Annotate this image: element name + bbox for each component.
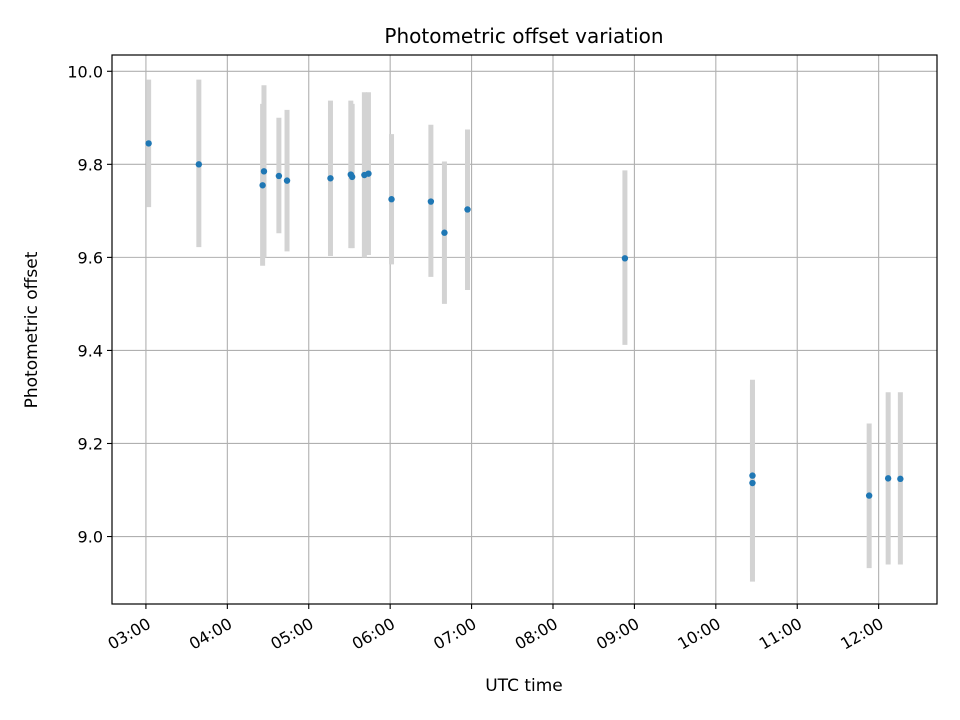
y-tick-label: 10.0 xyxy=(67,62,103,81)
data-point xyxy=(283,177,291,184)
y-tick-label: 9.2 xyxy=(78,434,103,453)
data-point xyxy=(327,175,334,182)
data-point xyxy=(865,492,873,499)
data-point xyxy=(365,170,372,177)
data-point xyxy=(275,172,283,180)
y-axis-label: Photometric offset xyxy=(22,251,42,408)
grid xyxy=(112,55,937,604)
data-point xyxy=(897,475,904,483)
y-axis-ticks: 9.0 9.2 9.4 9.6 9.8 10.0 xyxy=(67,62,112,547)
data-point xyxy=(388,196,395,203)
data-point xyxy=(427,198,435,205)
data-point xyxy=(441,229,448,236)
data-points xyxy=(145,140,904,499)
data-point xyxy=(348,173,356,181)
data-point xyxy=(621,255,629,262)
data-point xyxy=(259,182,266,189)
y-tick-label: 9.8 xyxy=(78,155,103,174)
y-tick-label: 9.6 xyxy=(78,248,103,267)
chart-title: Photometric offset variation xyxy=(384,24,663,48)
data-point xyxy=(464,206,471,213)
y-tick-label: 9.4 xyxy=(78,341,103,360)
data-point xyxy=(884,475,892,482)
data-point xyxy=(749,472,756,479)
plot-frame xyxy=(111,54,938,605)
data-point xyxy=(749,479,756,487)
y-tick-label: 9.0 xyxy=(78,528,103,547)
data-point xyxy=(195,161,203,168)
data-point xyxy=(260,168,268,175)
data-point xyxy=(145,140,152,147)
x-axis-label: UTC time xyxy=(485,676,563,696)
